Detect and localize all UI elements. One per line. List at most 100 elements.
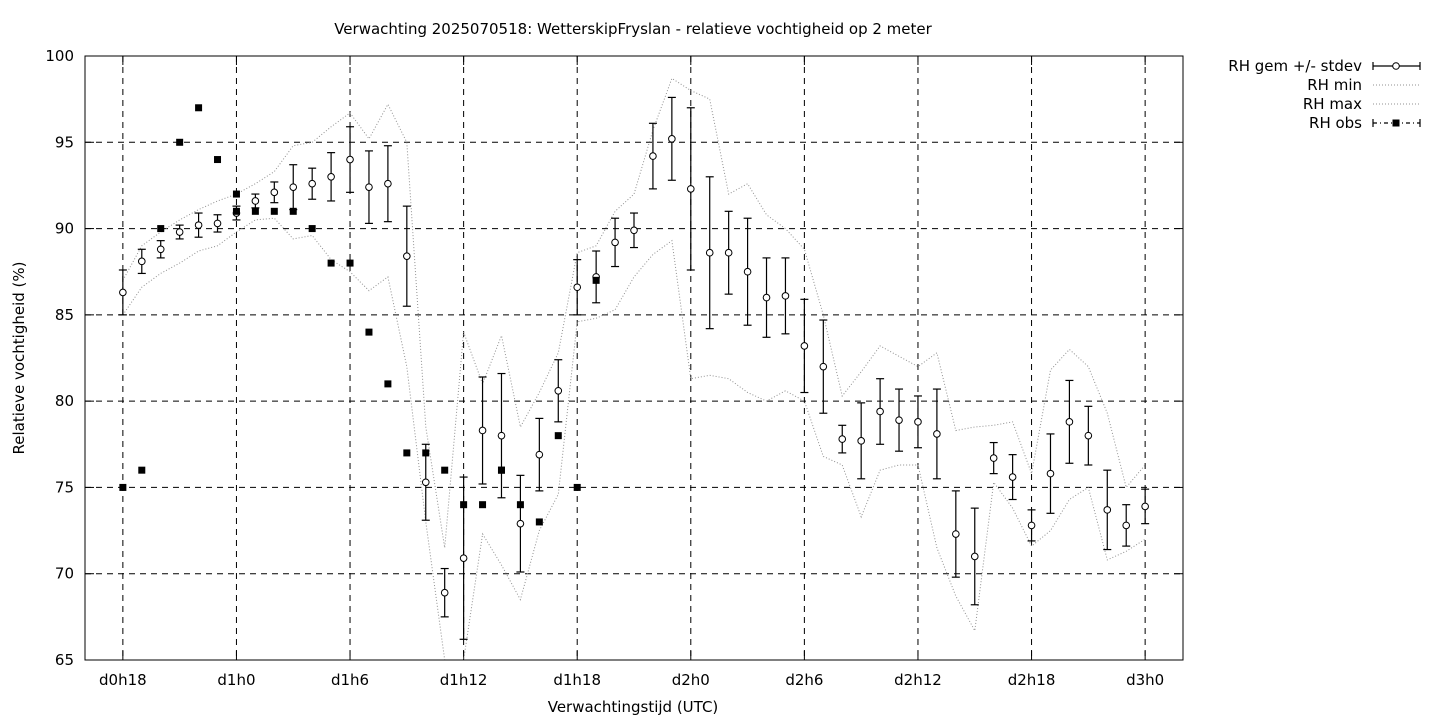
y-axis-label: Relatieve vochtigheid (%) xyxy=(10,261,28,454)
y-tick-label: 100 xyxy=(45,47,74,65)
mean-point xyxy=(535,450,544,459)
mean-point xyxy=(573,283,582,292)
obs-point xyxy=(441,466,449,474)
obs-point xyxy=(460,501,468,509)
mean-point xyxy=(365,183,373,191)
x-axis-label: Verwachtingstijd (UTC) xyxy=(548,698,719,716)
obs-point xyxy=(214,156,222,164)
plot-frame xyxy=(84,55,1184,661)
mean-point xyxy=(876,407,884,416)
obs-point xyxy=(479,501,487,509)
x-tick-label: d0h18 xyxy=(99,671,147,689)
obs-point xyxy=(573,483,581,491)
mean-point xyxy=(857,437,865,445)
legend-label: RH obs xyxy=(1309,114,1362,132)
mean-point xyxy=(384,179,392,188)
obs-point xyxy=(516,501,524,509)
mean-point xyxy=(668,135,676,143)
mean-point xyxy=(270,188,279,197)
x-tick-label: d2h0 xyxy=(672,671,710,689)
rh-min-series xyxy=(122,217,1146,661)
legend-swatch-square xyxy=(1392,119,1400,127)
mean-point xyxy=(819,362,828,371)
x-tick-label: d2h6 xyxy=(785,671,823,689)
obs-point xyxy=(232,190,240,198)
mean-point xyxy=(156,245,165,254)
legend-label: RH gem +/- stdev xyxy=(1228,57,1362,75)
obs-point xyxy=(497,466,505,474)
obs-point xyxy=(289,207,297,215)
mean-point xyxy=(800,342,809,350)
mean-point xyxy=(781,292,790,300)
obs-point xyxy=(384,380,392,388)
mean-point xyxy=(346,155,354,164)
mean-point xyxy=(251,197,260,205)
mean-point xyxy=(421,478,430,487)
mean-point xyxy=(175,228,184,236)
mean-point xyxy=(478,426,487,435)
obs-point xyxy=(554,432,562,440)
legend-label: RH max xyxy=(1303,95,1362,113)
rh-min-line xyxy=(122,217,1146,661)
mean-point xyxy=(213,219,222,228)
mean-point xyxy=(1084,431,1093,440)
mean-point xyxy=(194,221,203,229)
mean-point xyxy=(686,185,695,193)
y-tick-label: 95 xyxy=(55,133,74,151)
mean-point xyxy=(459,554,468,562)
x-tick-label: d2h18 xyxy=(1008,671,1056,689)
mean-point xyxy=(1065,418,1074,426)
mean-point xyxy=(327,173,335,181)
mean-point xyxy=(440,588,449,597)
obs-point xyxy=(308,225,316,233)
mean-point xyxy=(952,530,960,538)
obs-point xyxy=(327,259,335,267)
obs-point xyxy=(119,483,127,491)
mean-point xyxy=(705,248,714,257)
obs-point xyxy=(195,104,203,112)
y-tick-label: 75 xyxy=(55,478,74,496)
mean-point xyxy=(895,416,903,424)
x-tick-label: d1h18 xyxy=(553,671,601,689)
mean-point xyxy=(989,454,998,462)
mean-point xyxy=(1046,469,1055,478)
mean-point xyxy=(497,431,506,440)
mean-point xyxy=(933,430,941,438)
y-tick-label: 80 xyxy=(55,392,74,410)
mean-point xyxy=(1008,473,1017,481)
mean-point xyxy=(1122,521,1131,530)
mean-point xyxy=(724,248,733,257)
obs-point xyxy=(535,518,543,526)
y-tick-label: 65 xyxy=(55,651,74,669)
obs-point xyxy=(176,138,184,146)
obs-point xyxy=(157,225,165,233)
mean-point xyxy=(630,226,638,235)
obs-point xyxy=(270,207,278,215)
chart-title: Verwachting 2025070518: WetterskipFrysla… xyxy=(334,20,932,38)
mean-point xyxy=(137,257,146,266)
mean-point xyxy=(119,288,127,297)
mean-point xyxy=(554,386,563,395)
mean-point xyxy=(762,293,771,302)
x-tick-label: d1h6 xyxy=(331,671,369,689)
legend-swatch-circle xyxy=(1392,62,1400,70)
mean-point xyxy=(1103,506,1112,514)
x-tick-label: d2h12 xyxy=(894,671,942,689)
obs-point xyxy=(365,328,373,336)
obs-point xyxy=(251,207,259,215)
mean-point xyxy=(308,179,316,188)
mean-point xyxy=(649,152,657,160)
y-tick-label: 70 xyxy=(55,565,74,583)
x-tick-label: d3h0 xyxy=(1126,671,1164,689)
obs-point xyxy=(422,449,430,457)
axis-ticks: 65 70 75 80 85 90 95 100 d0h18 d1h0 d1h6 d1h12 d1h18… xyxy=(45,47,1183,689)
mean-point xyxy=(1027,521,1036,530)
rh-obs-series xyxy=(119,104,600,526)
legend-label: RH min xyxy=(1307,76,1362,94)
obs-point xyxy=(138,466,146,474)
y-tick-label: 85 xyxy=(55,306,74,324)
x-tick-label: d1h0 xyxy=(217,671,255,689)
mean-point xyxy=(914,418,922,426)
